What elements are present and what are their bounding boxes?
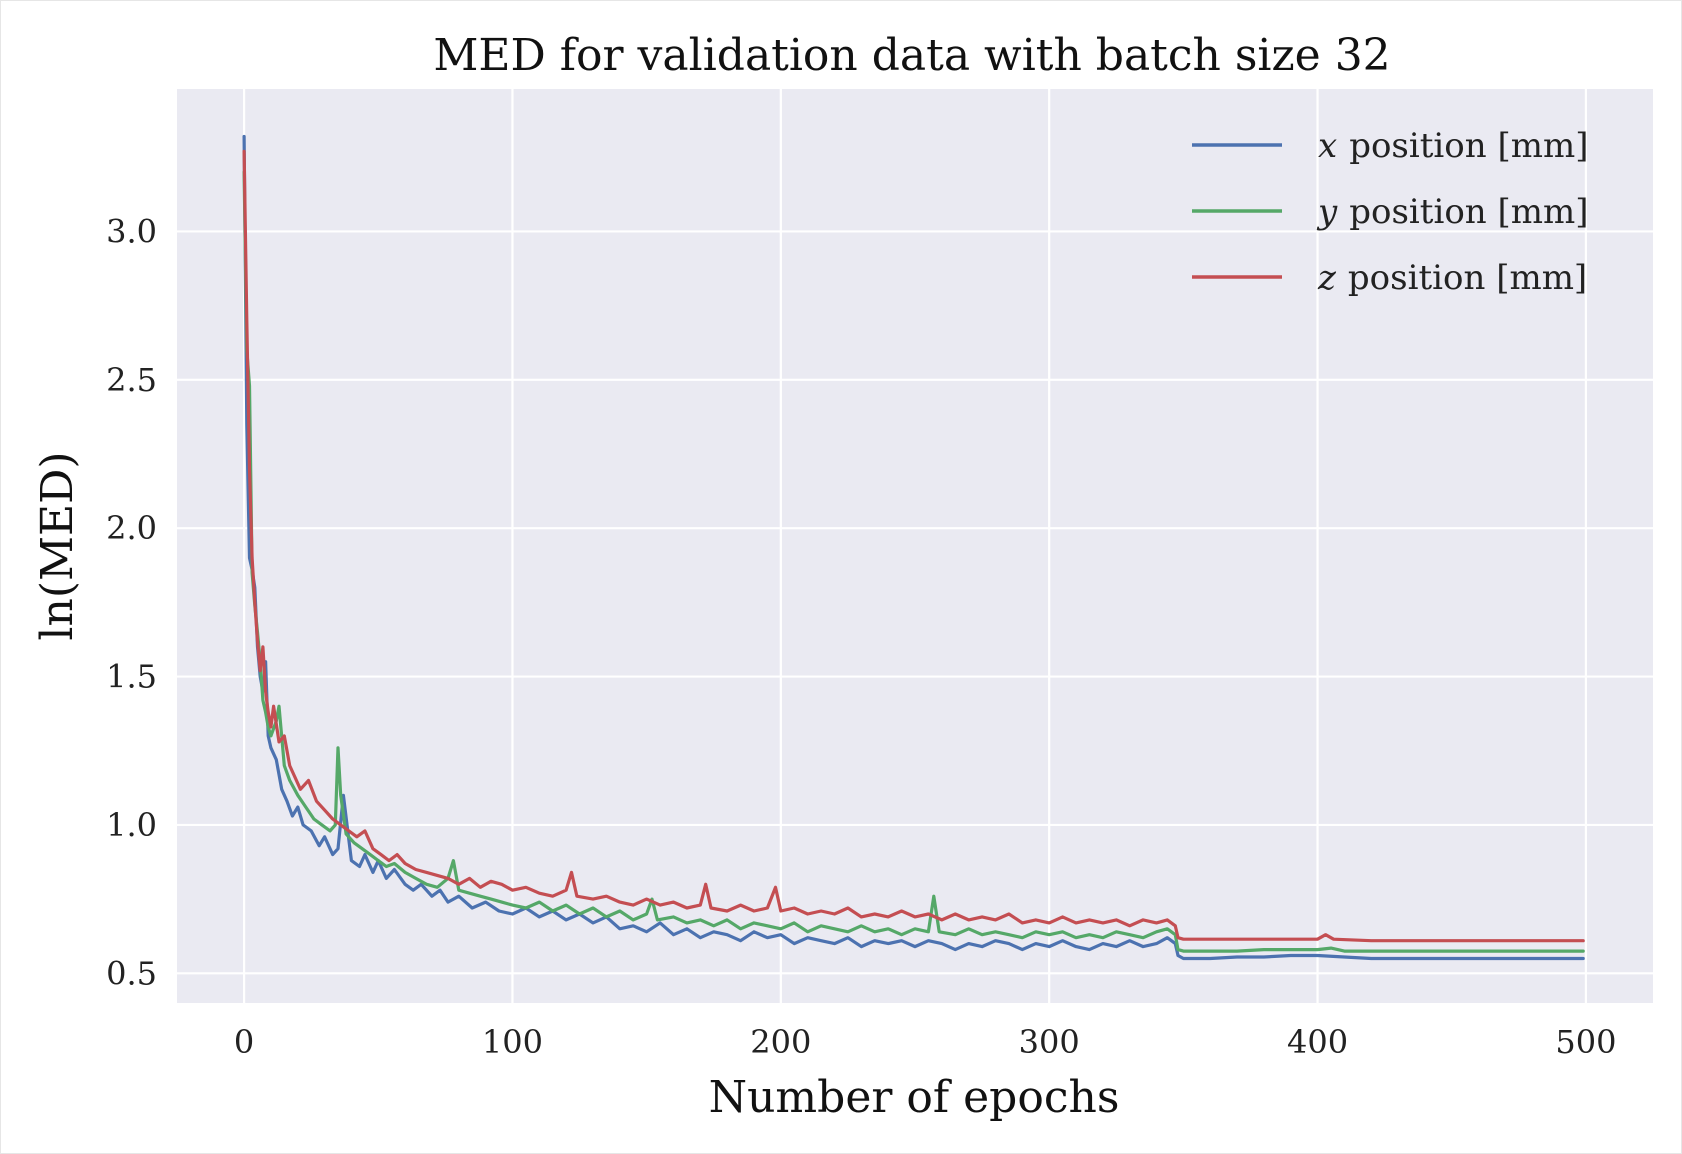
x-tick-label: 300 xyxy=(1019,1023,1080,1061)
legend-item-z: z position [mm] xyxy=(1192,258,1587,298)
x-tick-label: 100 xyxy=(482,1023,543,1061)
y-tick-label: 2.5 xyxy=(106,361,157,399)
y-tick-labels: 0.5 1.0 1.5 2.0 2.5 3.0 xyxy=(106,212,157,992)
plot-area xyxy=(177,89,1653,1003)
x-tick-label: 500 xyxy=(1555,1023,1616,1061)
legend-item-x: x position [mm] xyxy=(1192,126,1588,166)
x-axis-label: Number of epochs xyxy=(709,1072,1120,1123)
legend-variable: z xyxy=(1317,258,1337,298)
y-tick-label: 1.5 xyxy=(106,658,157,696)
series-line-y xyxy=(242,170,1585,953)
chart-title: MED for validation data with batch size … xyxy=(433,30,1390,81)
legend-label: y position [mm] xyxy=(1316,192,1589,232)
grid-lines xyxy=(177,89,1653,1003)
y-axis-label: ln(MED) xyxy=(32,451,83,640)
x-tick-labels: 0 100 200 300 400 500 xyxy=(234,1023,1617,1061)
legend-label: x position [mm] xyxy=(1318,126,1588,166)
legend-variable: y xyxy=(1316,192,1338,232)
y-tick-label: 0.5 xyxy=(106,954,157,992)
x-tick-label: 0 xyxy=(234,1023,254,1061)
y-tick-label: 2.0 xyxy=(106,509,157,547)
legend-unit-text: position [mm] xyxy=(1349,126,1588,166)
legend-label: z position [mm] xyxy=(1317,258,1587,298)
legend: x position [mm]y position [mm]z position [m… xyxy=(1192,126,1589,298)
series-line-x xyxy=(242,134,1585,961)
legend-unit-text: position [mm] xyxy=(1349,192,1588,232)
y-tick-label: 3.0 xyxy=(106,212,157,250)
legend-unit-text: position [mm] xyxy=(1348,258,1587,298)
y-tick-label: 1.0 xyxy=(106,806,157,844)
series-lines xyxy=(242,134,1585,961)
legend-variable: x xyxy=(1318,126,1337,166)
legend-item-y: y position [mm] xyxy=(1192,192,1589,232)
x-tick-label: 200 xyxy=(750,1023,811,1061)
series-line-z xyxy=(242,149,1585,943)
x-tick-label: 400 xyxy=(1287,1023,1348,1061)
